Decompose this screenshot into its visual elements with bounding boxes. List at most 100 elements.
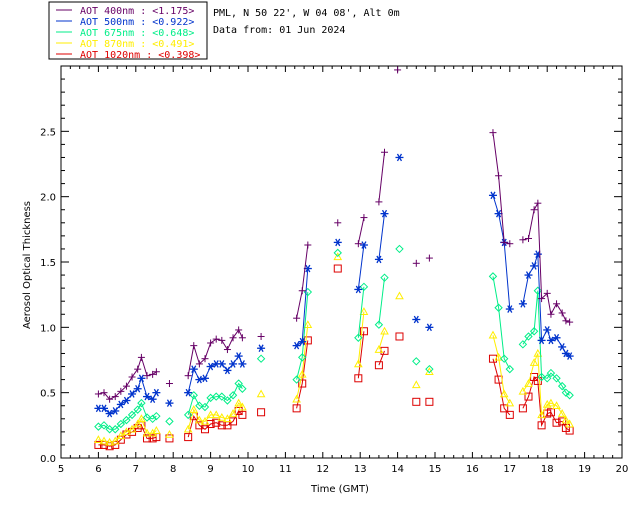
- data-point: [494, 352, 503, 361]
- legend: AOT 400nm : <1.175>AOT 500nm : <0.922>AO…: [48, 1, 208, 61]
- x-tick-label: 19: [578, 464, 591, 475]
- data-point: [499, 389, 509, 398]
- series-line: [522, 353, 570, 425]
- data-point: [529, 358, 539, 366]
- data-point: [238, 402, 247, 411]
- data-point: [212, 335, 220, 343]
- data-point: [381, 148, 389, 156]
- data-point: [524, 378, 533, 387]
- data-point: [99, 436, 109, 445]
- data-point: [122, 427, 131, 436]
- data-point: [149, 370, 157, 378]
- series-line: [98, 401, 157, 430]
- y-tick-label: 0.0: [40, 454, 56, 465]
- data-point: [333, 248, 342, 258]
- data-point: [297, 369, 307, 378]
- series-aot-500nm: [94, 153, 574, 418]
- x-tick-label: 16: [466, 464, 479, 475]
- data-point: [228, 409, 238, 417]
- series-line: [296, 292, 309, 380]
- data-point: [395, 244, 404, 254]
- data-point: [212, 418, 221, 427]
- data-point: [184, 372, 192, 380]
- x-tick-label: 5: [58, 464, 64, 475]
- data-point: [334, 219, 342, 227]
- data-point: [518, 340, 528, 349]
- data-point: [557, 381, 567, 391]
- data-point: [380, 326, 389, 335]
- data-point: [530, 262, 539, 270]
- data-point: [133, 405, 142, 414]
- data-point: [200, 416, 210, 425]
- data-point: [505, 305, 514, 313]
- series-line: [357, 286, 365, 338]
- date-header: Data from: 01 Jun 2024: [213, 25, 345, 36]
- data-point: [184, 388, 193, 397]
- data-point: [488, 272, 498, 281]
- y-tick-label: 1.0: [40, 323, 56, 334]
- data-point: [538, 295, 546, 303]
- data-point: [292, 394, 301, 403]
- data-point: [562, 317, 570, 325]
- data-point: [148, 395, 157, 404]
- data-point: [534, 199, 542, 207]
- data-point: [524, 392, 533, 401]
- series-line: [357, 331, 365, 379]
- data-point: [500, 238, 508, 246]
- data-point: [235, 326, 243, 334]
- data-point: [546, 408, 555, 417]
- data-point: [105, 409, 114, 418]
- data-point: [537, 372, 546, 382]
- data-point: [189, 365, 198, 373]
- data-point: [565, 419, 574, 428]
- data-point: [256, 354, 266, 363]
- series-line: [357, 311, 365, 364]
- data-point: [292, 375, 301, 384]
- series-line: [378, 277, 385, 325]
- data-point: [128, 373, 136, 381]
- x-tick-label: 7: [133, 464, 139, 475]
- data-point: [292, 341, 301, 350]
- data-point: [200, 374, 209, 383]
- data-point: [494, 209, 503, 218]
- data-point: [395, 291, 404, 300]
- data-point: [105, 425, 114, 434]
- series-line: [522, 201, 570, 323]
- data-point: [152, 388, 161, 397]
- data-point: [303, 336, 312, 345]
- data-point: [533, 348, 543, 357]
- data-point: [505, 364, 515, 374]
- data-point: [411, 380, 421, 389]
- x-tick-label: 11: [279, 464, 292, 475]
- series-line: [492, 195, 511, 310]
- series-line: [187, 402, 243, 430]
- y-tick-label: 1.5: [40, 258, 56, 269]
- data-point: [190, 342, 198, 350]
- data-point: [359, 282, 369, 292]
- data-point: [359, 327, 368, 336]
- x-tick-label: 20: [616, 464, 629, 475]
- data-point: [189, 391, 198, 400]
- series-line: [187, 382, 243, 416]
- data-point: [211, 410, 221, 419]
- data-point: [106, 395, 114, 403]
- data-point: [94, 440, 103, 449]
- data-point: [218, 336, 226, 344]
- data-point: [552, 401, 561, 410]
- data-point: [500, 404, 509, 413]
- data-point: [354, 333, 363, 342]
- data-point: [537, 421, 546, 430]
- data-point: [499, 354, 509, 363]
- data-point: [137, 398, 146, 408]
- data-point: [543, 326, 552, 334]
- data-point: [533, 250, 542, 258]
- data-point: [234, 398, 243, 407]
- data-point: [165, 399, 174, 407]
- x-tick-label: 18: [541, 464, 554, 475]
- data-point: [217, 360, 226, 368]
- x-tick-label: 12: [316, 464, 329, 475]
- data-point: [201, 355, 209, 363]
- data-point: [189, 405, 199, 413]
- data-point: [195, 401, 204, 410]
